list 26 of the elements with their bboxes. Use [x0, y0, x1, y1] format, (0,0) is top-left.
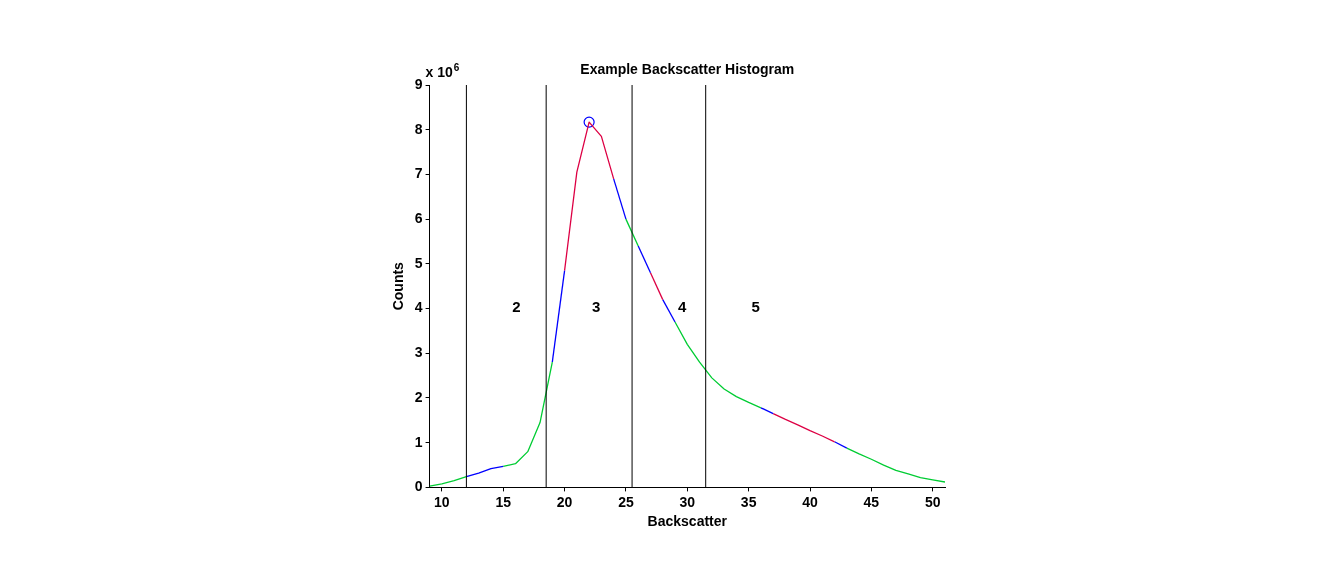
y-tick-label: 2: [414, 388, 423, 405]
x-axis-title: Backscatter: [647, 513, 728, 530]
y-tick-label: 1: [414, 433, 423, 450]
annotation: 5: [751, 298, 760, 316]
x-tick-label: 40: [802, 493, 819, 510]
chart-title: Example Backscatter Histogram: [580, 60, 795, 77]
annotation: 4: [677, 298, 687, 316]
y-axis-title: Counts: [390, 261, 407, 311]
y-tick-label: 0: [414, 478, 423, 495]
y-tick-label: 8: [414, 120, 423, 137]
x-tick-label: 50: [924, 493, 941, 510]
y-tick-label: 5: [414, 254, 423, 271]
x-tick-label: 10: [434, 493, 450, 510]
y-tick-label: 4: [414, 299, 423, 316]
x-tick-label: 45: [863, 493, 880, 510]
x-tick-label: 30: [679, 493, 696, 510]
y-tick-label: 7: [414, 165, 423, 182]
y-tick-label: 9: [414, 75, 423, 92]
x-tick-label: 35: [740, 493, 757, 510]
y-tick-label: 3: [414, 344, 423, 361]
annotation: 2: [512, 298, 521, 316]
x-tick-label: 25: [618, 493, 634, 510]
x-tick-label: 20: [556, 493, 573, 510]
x-tick-label: 15: [495, 493, 512, 510]
annotation: 3: [592, 298, 601, 316]
y-tick-label: 6: [414, 209, 423, 226]
